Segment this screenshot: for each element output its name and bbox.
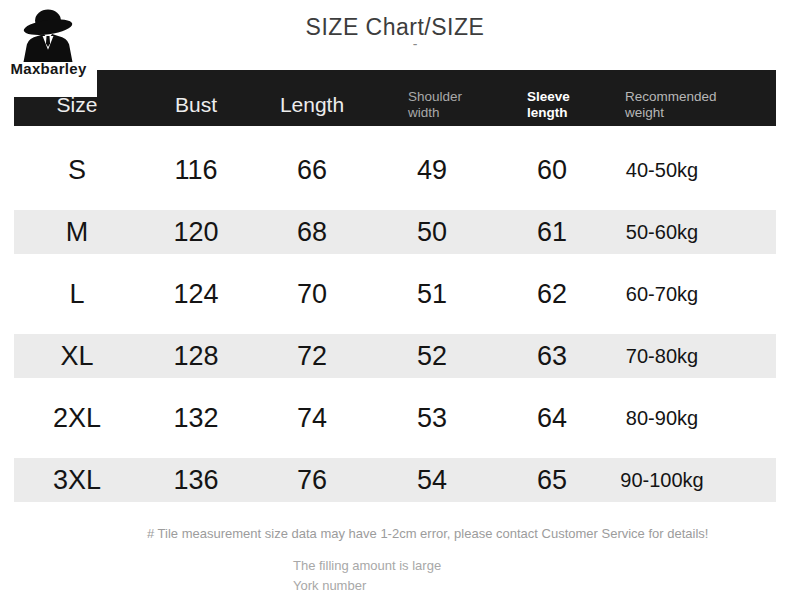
cell-length: 70 (252, 279, 372, 310)
column-header-recommended-weight-line1: Recommended (625, 89, 776, 105)
cell-recommended-weight: 70-80kg (612, 345, 776, 368)
cell-bust: 120 (140, 217, 252, 248)
brand-logo-box: Maxbarley (0, 0, 97, 97)
table-row-2xl: 2XL 132 74 53 64 80-90kg (14, 396, 776, 440)
cell-size: 3XL (14, 465, 140, 496)
column-header-shoulder-width-line2: width (408, 105, 492, 121)
table-header-bar: Size Bust Length Shoulder width Sleeve l… (14, 70, 776, 126)
cell-sleeve-length: 60 (492, 155, 612, 186)
table-row-3xl: 3XL 136 76 54 65 90-100kg (14, 458, 776, 502)
size-chart-page: SIZE Chart/SIZE - Size Bust Length Shoul… (0, 0, 790, 605)
column-header-shoulder-width-line1: Shoulder (408, 89, 492, 105)
cell-length: 72 (252, 341, 372, 372)
measurement-disclaimer: # Tile measurement size data may have 1-… (147, 525, 737, 544)
page-title: SIZE Chart/SIZE (0, 14, 790, 41)
cell-length: 68 (252, 217, 372, 248)
table-row-s: S 116 66 49 60 40-50kg (14, 148, 776, 192)
title-dash: - (404, 36, 426, 52)
cell-recommended-weight: 80-90kg (612, 407, 776, 430)
column-header-sleeve-length-line2: length (527, 105, 612, 121)
cell-bust: 128 (140, 341, 252, 372)
cell-shoulder-width: 53 (372, 403, 492, 434)
cell-length: 66 (252, 155, 372, 186)
column-header-recommended-weight: Recommended weight (612, 89, 776, 121)
cell-size: L (14, 279, 140, 310)
cell-recommended-weight: 90-100kg (612, 469, 776, 492)
cell-bust: 124 (140, 279, 252, 310)
table-row-l: L 124 70 51 62 60-70kg (14, 272, 776, 316)
size-table-body: S 116 66 49 60 40-50kg M 120 68 50 61 50… (14, 148, 776, 520)
cell-sleeve-length: 65 (492, 465, 612, 496)
cell-bust: 132 (140, 403, 252, 434)
cell-recommended-weight: 50-60kg (612, 221, 776, 244)
cell-bust: 116 (140, 155, 252, 186)
filling-note: The filling amount is large York number (293, 556, 441, 595)
cell-recommended-weight: 40-50kg (612, 159, 776, 182)
cell-size: 2XL (14, 403, 140, 434)
table-row-xl: XL 128 72 52 63 70-80kg (14, 334, 776, 378)
column-header-shoulder-width: Shoulder width (372, 89, 492, 121)
cell-sleeve-length: 61 (492, 217, 612, 248)
table-header-row: Size Bust Length Shoulder width Sleeve l… (14, 70, 776, 126)
cell-length: 76 (252, 465, 372, 496)
cell-size: S (14, 155, 140, 186)
cell-bust: 136 (140, 465, 252, 496)
cell-sleeve-length: 64 (492, 403, 612, 434)
cell-shoulder-width: 50 (372, 217, 492, 248)
hat-man-silhouette-icon (14, 6, 82, 62)
column-header-recommended-weight-line2: weight (625, 105, 776, 121)
column-header-sleeve-length-line1: Sleeve (527, 89, 612, 105)
cell-shoulder-width: 49 (372, 155, 492, 186)
cell-shoulder-width: 54 (372, 465, 492, 496)
cell-size: M (14, 217, 140, 248)
cell-size: XL (14, 341, 140, 372)
table-row-m: M 120 68 50 61 50-60kg (14, 210, 776, 254)
cell-sleeve-length: 62 (492, 279, 612, 310)
cell-sleeve-length: 63 (492, 341, 612, 372)
cell-shoulder-width: 52 (372, 341, 492, 372)
column-header-bust: Bust (140, 93, 252, 117)
cell-recommended-weight: 60-70kg (612, 283, 776, 306)
filling-note-line1: The filling amount is large (293, 556, 441, 576)
column-header-length: Length (252, 93, 372, 117)
filling-note-line2: York number (293, 576, 441, 596)
brand-name: Maxbarley (0, 60, 97, 77)
column-header-sleeve-length: Sleeve length (492, 89, 612, 121)
cell-shoulder-width: 51 (372, 279, 492, 310)
cell-length: 74 (252, 403, 372, 434)
